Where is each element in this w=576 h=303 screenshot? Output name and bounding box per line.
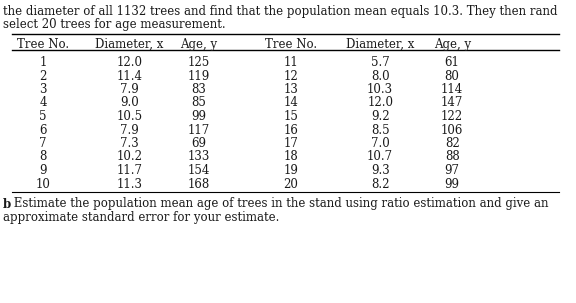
Text: 114: 114 xyxy=(441,83,463,96)
Text: 15: 15 xyxy=(283,110,298,123)
Text: 99: 99 xyxy=(191,110,206,123)
Text: 7.9: 7.9 xyxy=(120,124,139,136)
Text: 8.0: 8.0 xyxy=(371,69,389,82)
Text: Estimate the population mean age of trees in the stand using ratio estimation an: Estimate the population mean age of tree… xyxy=(10,198,548,211)
Text: 106: 106 xyxy=(441,124,463,136)
Text: 88: 88 xyxy=(445,151,460,164)
Text: 69: 69 xyxy=(191,137,206,150)
Text: 19: 19 xyxy=(283,164,298,177)
Text: 9: 9 xyxy=(39,164,47,177)
Text: b: b xyxy=(3,198,12,211)
Text: Age, y: Age, y xyxy=(434,38,471,51)
Text: 18: 18 xyxy=(283,151,298,164)
Text: approximate standard error for your estimate.: approximate standard error for your esti… xyxy=(3,211,279,224)
Text: 10.2: 10.2 xyxy=(116,151,143,164)
Text: 7.3: 7.3 xyxy=(120,137,139,150)
Text: 5: 5 xyxy=(39,110,47,123)
Text: 1: 1 xyxy=(40,56,47,69)
Text: 10: 10 xyxy=(36,178,51,191)
Text: 10.3: 10.3 xyxy=(367,83,393,96)
Text: 11.3: 11.3 xyxy=(116,178,143,191)
Text: Age, y: Age, y xyxy=(180,38,217,51)
Text: 6: 6 xyxy=(39,124,47,136)
Text: 11: 11 xyxy=(283,56,298,69)
Text: 125: 125 xyxy=(188,56,210,69)
Text: 17: 17 xyxy=(283,137,298,150)
Text: 8.2: 8.2 xyxy=(371,178,389,191)
Text: 99: 99 xyxy=(445,178,460,191)
Text: 122: 122 xyxy=(441,110,463,123)
Text: 147: 147 xyxy=(441,96,463,109)
Text: 8.5: 8.5 xyxy=(371,124,389,136)
Text: 12.0: 12.0 xyxy=(367,96,393,109)
Text: 7.0: 7.0 xyxy=(371,137,389,150)
Text: 83: 83 xyxy=(191,83,206,96)
Text: 133: 133 xyxy=(188,151,210,164)
Text: 5.7: 5.7 xyxy=(371,56,389,69)
Text: 7.9: 7.9 xyxy=(120,83,139,96)
Text: 154: 154 xyxy=(188,164,210,177)
Text: 80: 80 xyxy=(445,69,460,82)
Text: 3: 3 xyxy=(39,83,47,96)
Text: 13: 13 xyxy=(283,83,298,96)
Text: Diameter, x: Diameter, x xyxy=(96,38,164,51)
Text: 10.7: 10.7 xyxy=(367,151,393,164)
Text: 9.2: 9.2 xyxy=(371,110,389,123)
Text: 7: 7 xyxy=(39,137,47,150)
Text: 168: 168 xyxy=(188,178,210,191)
Text: 12: 12 xyxy=(283,69,298,82)
Text: the diameter of all 1132 trees and find that the population mean equals 10.3. Th: the diameter of all 1132 trees and find … xyxy=(3,5,558,18)
Text: 61: 61 xyxy=(445,56,460,69)
Text: 4: 4 xyxy=(39,96,47,109)
Text: select 20 trees for age measurement.: select 20 trees for age measurement. xyxy=(3,18,226,31)
Text: 10.5: 10.5 xyxy=(116,110,143,123)
Text: 119: 119 xyxy=(188,69,210,82)
Text: Diameter, x: Diameter, x xyxy=(346,38,414,51)
Text: Tree No.: Tree No. xyxy=(265,38,317,51)
Text: 117: 117 xyxy=(188,124,210,136)
Text: 11.4: 11.4 xyxy=(116,69,143,82)
Text: 20: 20 xyxy=(283,178,298,191)
Text: 16: 16 xyxy=(283,124,298,136)
Text: 12.0: 12.0 xyxy=(116,56,143,69)
Text: Tree No.: Tree No. xyxy=(17,38,69,51)
Text: 8: 8 xyxy=(40,151,47,164)
Text: 97: 97 xyxy=(445,164,460,177)
Text: 9.3: 9.3 xyxy=(371,164,389,177)
Text: 9.0: 9.0 xyxy=(120,96,139,109)
Text: 14: 14 xyxy=(283,96,298,109)
Text: 2: 2 xyxy=(40,69,47,82)
Text: 82: 82 xyxy=(445,137,460,150)
Text: 85: 85 xyxy=(191,96,206,109)
Text: 11.7: 11.7 xyxy=(116,164,143,177)
